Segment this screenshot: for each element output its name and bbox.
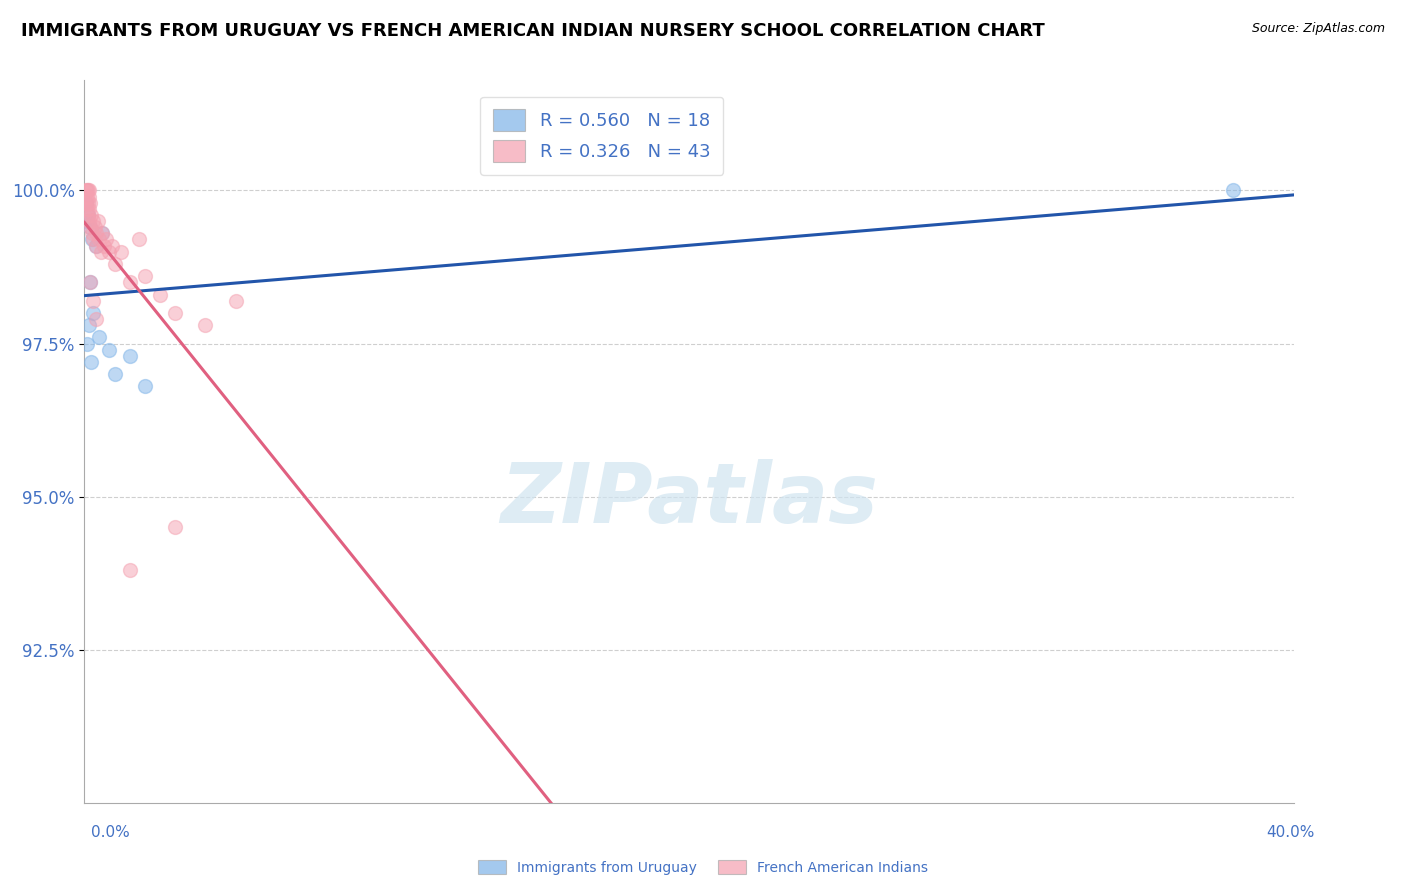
- Point: [110, 244, 132, 259]
- Point: [94, 232, 117, 246]
- Point: [82, 214, 104, 228]
- Text: IMMIGRANTS FROM URUGUAY VS FRENCH AMERICAN INDIAN NURSERY SCHOOL CORRELATION CHA: IMMIGRANTS FROM URUGUAY VS FRENCH AMERIC…: [21, 22, 1045, 40]
- Point: [225, 293, 247, 308]
- Text: 40.0%: 40.0%: [1267, 825, 1315, 840]
- Point: [80, 227, 103, 241]
- Point: [84, 220, 107, 235]
- Point: [79, 220, 101, 235]
- Point: [100, 238, 122, 252]
- Point: [76, 195, 98, 210]
- Text: 0.0%: 0.0%: [91, 825, 131, 840]
- Text: Source: ZipAtlas.com: Source: ZipAtlas.com: [1251, 22, 1385, 36]
- Point: [165, 520, 187, 534]
- Point: [80, 208, 103, 222]
- Point: [76, 336, 98, 351]
- Point: [77, 184, 100, 198]
- Point: [82, 306, 104, 320]
- Point: [77, 202, 100, 216]
- Point: [118, 276, 141, 290]
- Point: [87, 214, 110, 228]
- Point: [79, 214, 101, 228]
- Point: [194, 318, 217, 333]
- Point: [75, 184, 97, 198]
- Point: [86, 238, 108, 252]
- Point: [76, 184, 98, 198]
- Point: [86, 238, 108, 252]
- Point: [80, 232, 103, 246]
- Point: [79, 220, 101, 235]
- Point: [91, 227, 114, 241]
- Point: [77, 195, 100, 210]
- Point: [76, 214, 98, 228]
- Point: [86, 312, 108, 326]
- Point: [80, 355, 103, 369]
- Point: [128, 232, 150, 246]
- Text: ZIPatlas: ZIPatlas: [501, 458, 877, 540]
- Point: [97, 244, 120, 259]
- Point: [76, 202, 98, 216]
- Point: [76, 184, 98, 198]
- Point: [79, 276, 101, 290]
- Point: [82, 293, 104, 308]
- Legend: Immigrants from Uruguay, French American Indians: Immigrants from Uruguay, French American…: [472, 855, 934, 880]
- Point: [75, 195, 97, 210]
- Point: [82, 232, 104, 246]
- Point: [76, 189, 98, 203]
- Point: [134, 379, 156, 393]
- Point: [118, 349, 141, 363]
- Point: [77, 318, 100, 333]
- Point: [104, 257, 127, 271]
- Point: [84, 227, 107, 241]
- Point: [77, 208, 100, 222]
- Point: [93, 238, 115, 252]
- Point: [89, 330, 111, 344]
- Point: [79, 276, 101, 290]
- Point: [79, 195, 101, 210]
- Point: [1222, 184, 1244, 198]
- Point: [91, 227, 114, 241]
- Point: [165, 306, 187, 320]
- Legend: R = 0.560   N = 18, R = 0.326   N = 43: R = 0.560 N = 18, R = 0.326 N = 43: [481, 96, 723, 175]
- Point: [104, 367, 127, 381]
- Point: [89, 232, 111, 246]
- Point: [149, 287, 172, 301]
- Point: [77, 189, 100, 203]
- Point: [77, 208, 100, 222]
- Point: [134, 269, 156, 284]
- Point: [118, 563, 141, 577]
- Point: [90, 244, 112, 259]
- Point: [97, 343, 120, 357]
